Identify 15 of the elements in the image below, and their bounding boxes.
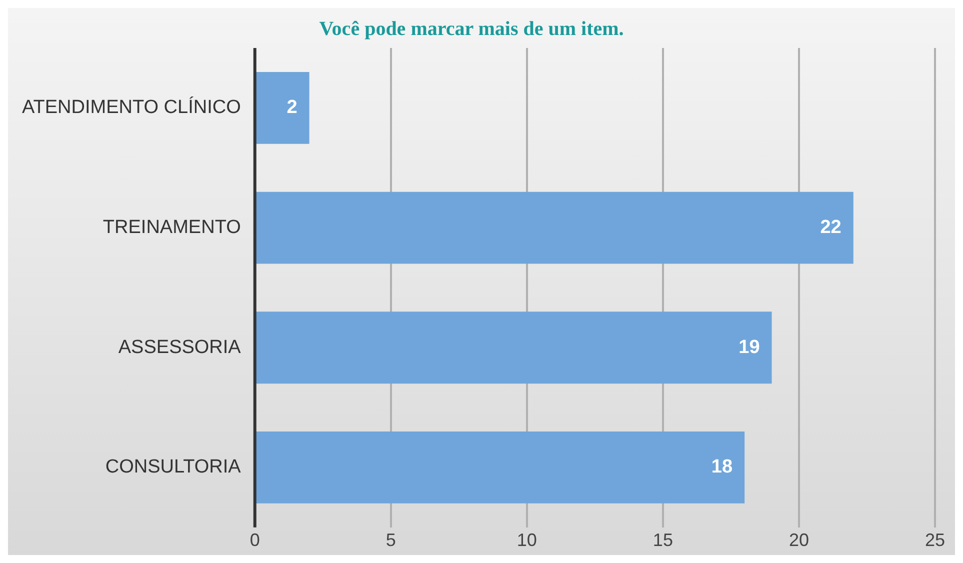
data-label: 22: [820, 217, 842, 238]
data-label: 2: [286, 97, 298, 118]
y-tick-label: CONSULTORIA: [105, 456, 242, 478]
data-label: 19: [738, 336, 760, 358]
y-tick-label: TREINAMENTO: [102, 217, 241, 238]
y-tick-label: ATENDIMENTO CLÍNICO: [22, 96, 241, 118]
chart-title: Você pode marcar mais de um item.: [319, 18, 624, 40]
x-tick-label: 10: [516, 530, 537, 550]
x-tick-label: 15: [652, 530, 673, 550]
y-tick-label: ASSESSORIA: [118, 336, 242, 358]
data-label: 18: [711, 456, 733, 478]
x-tick-label: 25: [924, 530, 946, 550]
x-tick-label: 5: [386, 530, 396, 550]
x-tick-label: 0: [250, 530, 260, 550]
x-tick-label: 20: [788, 530, 809, 550]
